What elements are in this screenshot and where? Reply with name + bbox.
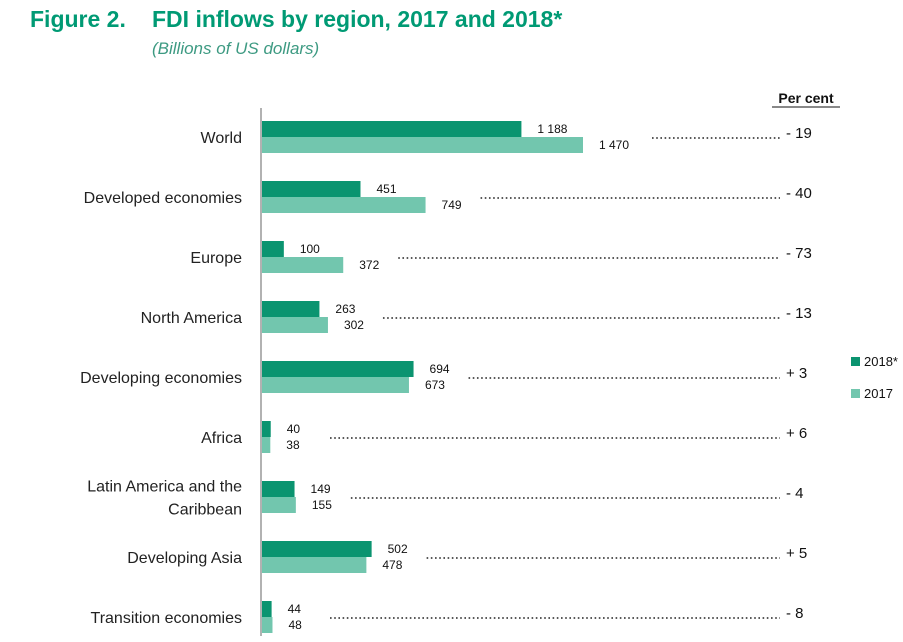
data-label-2018: 44 [288, 602, 302, 616]
category-label: North America [141, 310, 242, 327]
data-label-2018: 40 [287, 422, 301, 436]
percent-header: Per cent [778, 90, 834, 106]
bar-2018 [262, 481, 295, 497]
bar-2018 [262, 601, 272, 617]
percent-change-value: + 3 [786, 365, 807, 382]
bar-2018 [262, 361, 414, 377]
bar-2018 [262, 301, 320, 317]
bar-2017 [262, 317, 328, 333]
data-label-2017: 302 [344, 318, 364, 332]
bar-2017 [262, 497, 296, 513]
bar-2017 [262, 437, 271, 453]
category-label: World [201, 130, 243, 147]
data-label-2017: 478 [382, 558, 402, 572]
percent-change-value: - 8 [786, 605, 804, 622]
data-label-2017: 673 [425, 378, 445, 392]
bar-2017 [262, 617, 273, 633]
data-label-2018: 1 188 [537, 122, 567, 136]
data-label-2017: 749 [442, 198, 462, 212]
figure-number: Figure 2. [30, 6, 126, 32]
figure-title: Figure 2. FDI inflows by region, 2017 and… [30, 6, 562, 33]
percent-change-value: - 73 [786, 245, 812, 262]
data-label-2018: 149 [311, 482, 331, 496]
category-label: Developing Asia [127, 550, 242, 567]
legend-swatch-2017 [851, 389, 860, 398]
bar-2017 [262, 557, 367, 573]
bar-2018 [262, 421, 271, 437]
data-label-2018: 694 [430, 362, 450, 376]
data-label-2018: 263 [335, 302, 355, 316]
data-label-2018: 502 [388, 542, 408, 556]
category-label: Transition economies [91, 610, 242, 627]
legend-label-2018: 2018* [864, 354, 898, 369]
percent-change-value: - 19 [786, 125, 812, 142]
bar-2018 [262, 121, 522, 137]
category-label: Developed economies [84, 190, 242, 207]
data-label-2017: 372 [359, 258, 379, 272]
bar-2017 [262, 377, 409, 393]
bar-2017 [262, 137, 583, 153]
category-label: Africa [201, 430, 242, 447]
percent-change-value: - 13 [786, 305, 812, 322]
percent-change-value: + 5 [786, 545, 807, 562]
bar-2018 [262, 241, 284, 257]
category-label: Developing economies [80, 370, 242, 387]
legend-label-2017: 2017 [864, 386, 893, 401]
percent-change-value: + 6 [786, 425, 807, 442]
bar-2018 [262, 181, 361, 197]
category-label: Latin America and the [87, 479, 242, 496]
data-label-2018: 451 [376, 182, 396, 196]
data-label-2017: 1 470 [599, 138, 629, 152]
percent-change-value: - 4 [786, 485, 804, 502]
data-label-2017: 155 [312, 498, 332, 512]
percent-change-value: - 40 [786, 185, 812, 202]
data-label-2017: 38 [286, 438, 300, 452]
legend-swatch-2018 [851, 357, 860, 366]
data-label-2018: 100 [300, 242, 320, 256]
category-label: Europe [190, 250, 242, 267]
bar-2018 [262, 541, 372, 557]
data-label-2017: 48 [288, 618, 302, 632]
category-label: Caribbean [168, 502, 242, 519]
bar-2017 [262, 257, 344, 273]
bar-2017 [262, 197, 426, 213]
figure-title-text: FDI inflows by region, 2017 and 2018* [152, 6, 563, 32]
figure-subtitle: (Billions of US dollars) [152, 39, 320, 58]
